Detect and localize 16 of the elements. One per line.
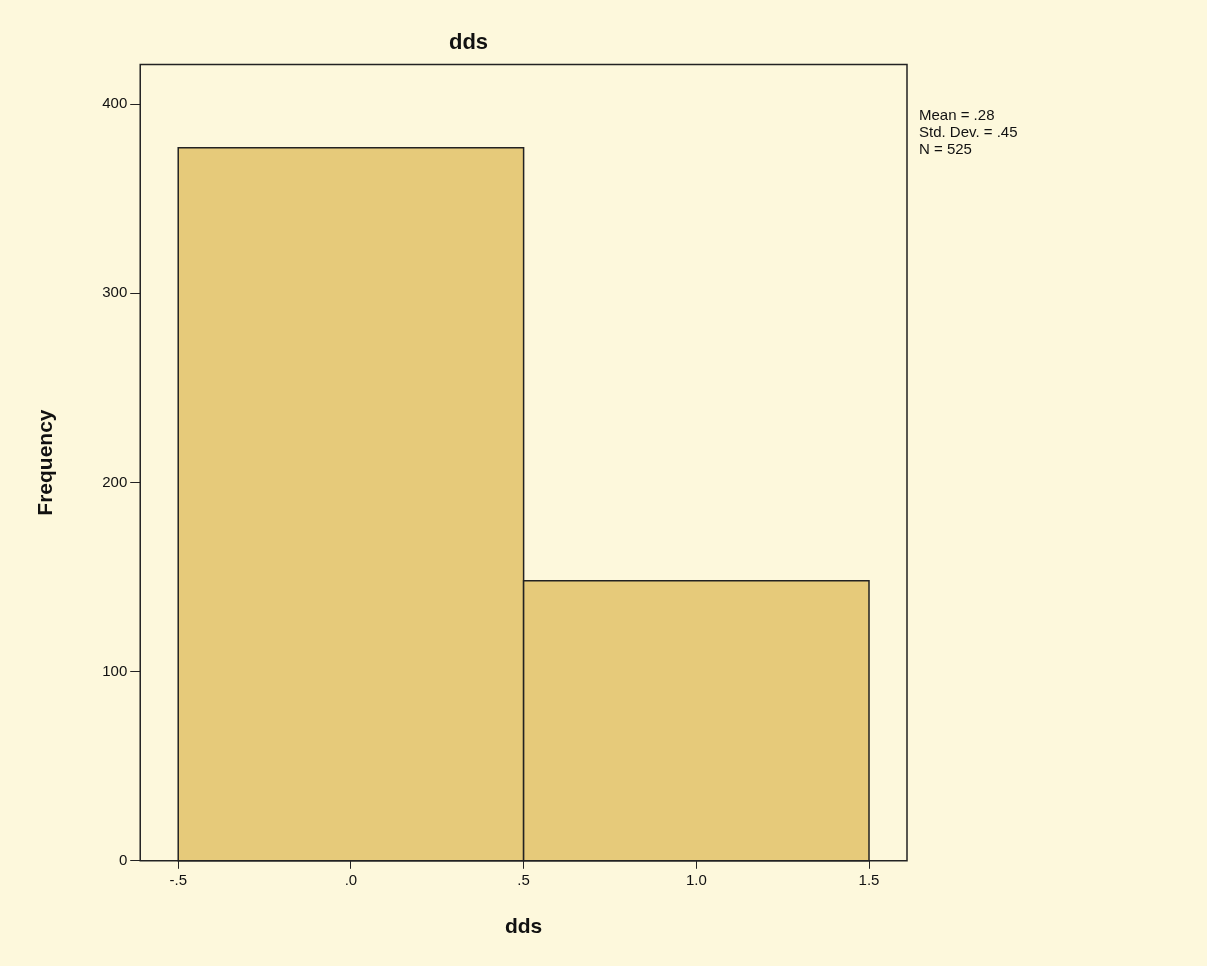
y-tick-label: 200	[102, 472, 128, 490]
y-tick-label: 0	[118, 850, 128, 868]
x-tick-label: .0	[344, 870, 358, 888]
y-tick-label: 300	[102, 283, 128, 301]
x-axis-title: dds	[504, 914, 543, 938]
x-tick-label: .5	[517, 870, 530, 888]
x-tick-label: 1.5	[858, 870, 880, 888]
y-axis-title: Frequency	[33, 409, 57, 516]
y-tick-label: 400	[102, 94, 128, 112]
x-tick-label: 1.0	[685, 870, 707, 888]
text: N = 525	[919, 140, 972, 158]
y-tick-label: 100	[102, 661, 128, 679]
text: Mean = .28	[919, 106, 995, 124]
x-tick-label: -.5	[169, 870, 187, 888]
text: Std. Dev. = .45	[919, 123, 1018, 141]
chart-title: dds	[448, 29, 489, 55]
